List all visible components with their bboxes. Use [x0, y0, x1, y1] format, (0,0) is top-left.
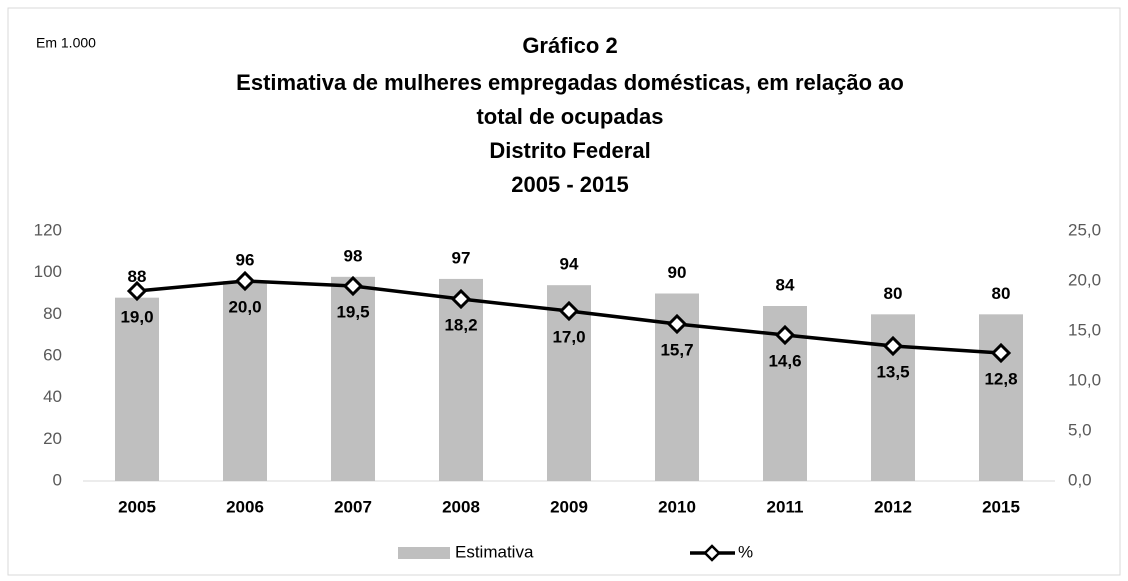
line-value-label: 12,8 — [984, 369, 1017, 388]
line-marker — [558, 300, 580, 322]
chart-title: 2005 - 2015 — [511, 172, 628, 197]
line-value-label: 19,5 — [336, 302, 369, 321]
chart-title: Distrito Federal — [489, 138, 650, 163]
line-marker — [126, 280, 148, 302]
chart-title: Estimativa de mulheres empregadas domést… — [236, 70, 904, 95]
line-value-label: 18,2 — [444, 315, 477, 334]
chart-title: Gráfico 2 — [522, 33, 617, 58]
line-marker — [990, 342, 1012, 364]
bar — [223, 281, 267, 481]
bar-value-label: 97 — [452, 248, 471, 267]
y-tick-label: 100 — [34, 262, 62, 281]
bar — [115, 297, 159, 481]
y-tick-label: 40 — [43, 387, 62, 406]
line-value-label: 19,0 — [120, 307, 153, 326]
y-tick-label: 0 — [53, 470, 62, 489]
bar-value-label: 80 — [992, 284, 1011, 303]
y-tick-label: 60 — [43, 345, 62, 364]
line-value-label: 17,0 — [552, 327, 585, 346]
line-marker — [666, 313, 688, 335]
unit-label: Em 1.000 — [36, 35, 96, 51]
bar-value-label: 98 — [344, 246, 363, 265]
x-tick-label: 2012 — [874, 497, 912, 516]
line-value-label: 13,5 — [876, 362, 909, 381]
y2-tick-label: 15,0 — [1068, 320, 1101, 339]
line-marker — [774, 324, 796, 346]
y2-tick-label: 20,0 — [1068, 270, 1101, 289]
line-marker — [234, 270, 256, 292]
y2-tick-label: 25,0 — [1068, 220, 1101, 239]
x-tick-label: 2011 — [767, 497, 804, 516]
line-marker — [450, 288, 472, 310]
x-tick-label: 2015 — [982, 497, 1020, 516]
y2-tick-label: 10,0 — [1068, 370, 1101, 389]
bar-value-label: 80 — [884, 284, 903, 303]
bar-value-label: 96 — [236, 250, 255, 269]
x-tick-label: 2005 — [118, 497, 156, 516]
legend-marker — [703, 544, 721, 562]
bar — [979, 314, 1023, 481]
legend-label: % — [738, 542, 753, 561]
line-value-label: 14,6 — [768, 351, 801, 370]
y-tick-label: 80 — [43, 304, 62, 323]
legend-label: Estimativa — [455, 542, 534, 561]
x-tick-label: 2006 — [226, 497, 264, 516]
chart-title: total de ocupadas — [476, 104, 663, 129]
y2-tick-label: 0,0 — [1068, 470, 1092, 489]
bar — [439, 278, 483, 481]
x-tick-label: 2007 — [334, 497, 372, 516]
bar-value-label: 88 — [128, 267, 147, 286]
line-value-label: 15,7 — [660, 340, 693, 359]
y-tick-label: 120 — [34, 220, 62, 239]
line-marker — [882, 335, 904, 357]
legend-swatch — [398, 547, 450, 559]
line-marker — [342, 275, 364, 297]
bar-value-label: 94 — [560, 255, 579, 274]
y2-tick-label: 5,0 — [1068, 420, 1092, 439]
x-tick-label: 2009 — [550, 497, 588, 516]
y-tick-label: 20 — [43, 429, 62, 448]
x-tick-label: 2008 — [442, 497, 480, 516]
x-tick-label: 2010 — [658, 497, 696, 516]
bar-value-label: 90 — [668, 263, 687, 282]
line-value-label: 20,0 — [228, 297, 261, 316]
bar-value-label: 84 — [776, 275, 795, 294]
bar — [331, 276, 375, 481]
